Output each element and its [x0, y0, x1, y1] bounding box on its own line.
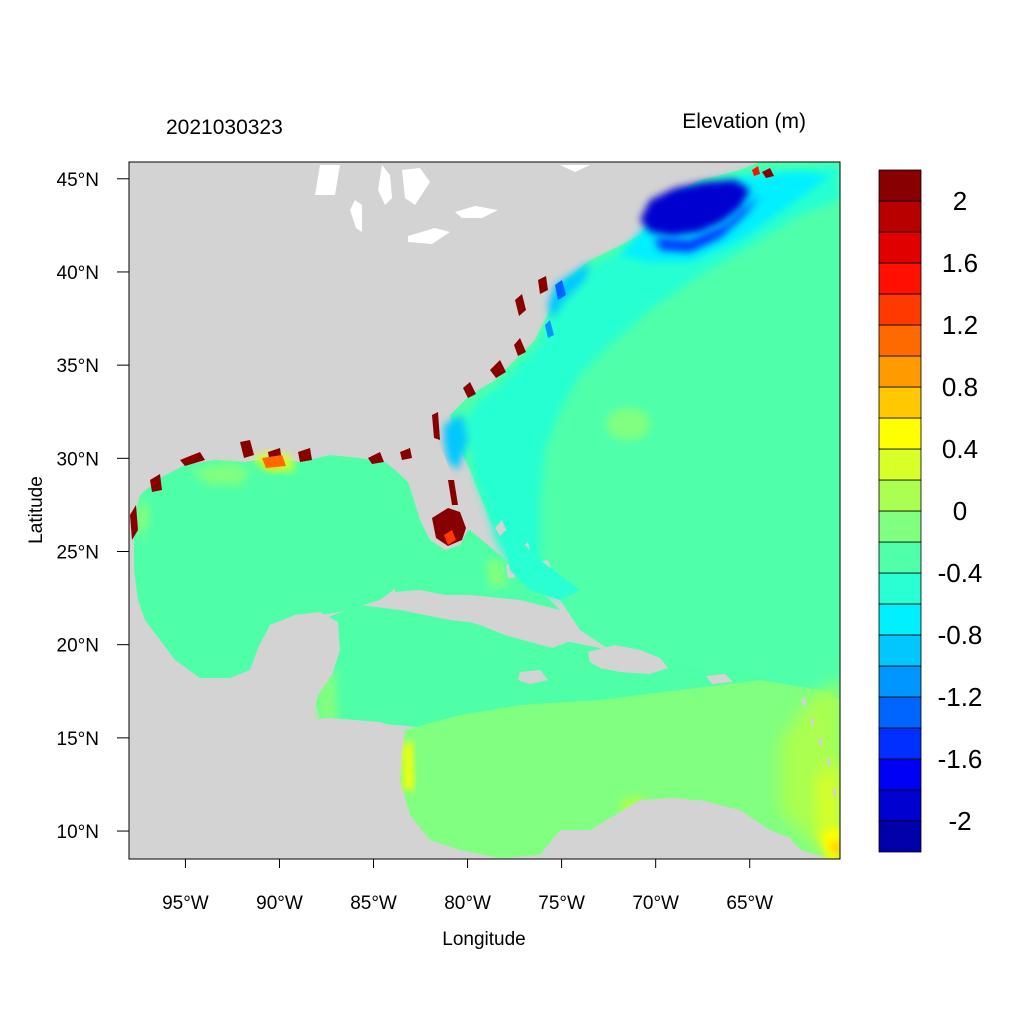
map-frame [128, 161, 841, 860]
x-tick-label: 90°W [256, 893, 303, 914]
central-america [129, 700, 429, 859]
y-tick-label: 25°N [57, 543, 99, 564]
colorbar-label: -1.2 [938, 682, 983, 712]
x-tick-label: 85°W [350, 893, 397, 914]
x-axis-ticks: 95°W 90°W 85°W 80°W 75°W 70°W 65°W [162, 859, 773, 914]
map-panel [129, 162, 840, 859]
colorbar-swatch [878, 696, 922, 729]
x-tick-label: 80°W [444, 893, 491, 914]
colorbar-label: -1.6 [938, 744, 983, 774]
colorbar-swatch [878, 355, 922, 388]
colorbar-swatch [878, 572, 922, 605]
x-tick-label: 65°W [726, 893, 773, 914]
x-tick-label: 95°W [162, 893, 209, 914]
colorbar-label: 0.4 [942, 434, 978, 464]
caribbean-south [400, 680, 840, 859]
hispaniola [588, 645, 668, 674]
colorbar-labels: -2 -1.6 -1.2 -0.8 -0.4 0 0.4 0.8 1.2 1.6 2 [938, 186, 983, 836]
gulf-of-mexico [134, 455, 440, 678]
colorbar-label: 1.2 [942, 310, 978, 340]
yucatan-peninsula [250, 612, 340, 725]
variable-title: Elevation (m) [682, 110, 806, 133]
colorbar-label: 2 [953, 186, 967, 216]
y-tick-label: 15°N [57, 729, 99, 750]
y-tick-label: 30°N [57, 449, 99, 470]
colorbar-swatch [878, 820, 922, 853]
colorbar-swatch [878, 541, 922, 574]
florida-straits [395, 530, 560, 610]
atlantic-eddy [606, 408, 650, 440]
colorbar-swatch [878, 448, 922, 481]
y-tick-label: 45°N [57, 170, 99, 191]
y-axis-label: Latitude [26, 476, 47, 544]
colorbar-swatch [878, 169, 922, 202]
y-tick-label: 35°N [57, 356, 99, 377]
colorbar-swatch [878, 479, 922, 512]
y-tick-label: 10°N [57, 822, 99, 843]
timestamp-label: 2021030323 [166, 116, 283, 139]
south-america [540, 798, 809, 859]
colorbar-swatch [878, 200, 922, 233]
gulf-of-maine-low [640, 180, 750, 236]
colorbar-swatch [878, 789, 922, 822]
colorbar-swatch [878, 758, 922, 791]
puerto-rico [706, 674, 733, 684]
jamaica [518, 670, 548, 684]
colorbar-swatch [878, 293, 922, 326]
colorbar-swatch [878, 231, 922, 264]
colorbar [878, 169, 922, 853]
colorbar-swatch [878, 727, 922, 760]
cuba [378, 590, 568, 648]
colorbar-label: 0 [953, 496, 967, 526]
great-lakes [315, 165, 590, 244]
colorbar-swatch [878, 417, 922, 450]
colorbar-swatch [878, 324, 922, 357]
x-tick-label: 70°W [632, 893, 679, 914]
x-axis-label: Longitude [442, 929, 525, 950]
colorbar-label: -0.8 [938, 620, 983, 650]
colorbar-swatch [878, 634, 922, 667]
colorbar-swatch [878, 386, 922, 419]
colorbar-swatch [878, 262, 922, 295]
y-tick-label: 20°N [57, 636, 99, 657]
colorbar-label: 1.6 [942, 248, 978, 278]
colorbar-swatch [878, 510, 922, 543]
colorbar-label: -0.4 [938, 558, 983, 588]
y-axis-ticks: 45°N 40°N 35°N 30°N 25°N 20°N 15°N 10°N [57, 170, 129, 843]
lesser-antilles [800, 698, 836, 800]
y-tick-label: 40°N [57, 263, 99, 284]
colorbar-swatch [878, 665, 922, 698]
surge-south-florida [432, 508, 466, 546]
x-tick-label: 75°W [538, 893, 585, 914]
colorbar-label: 0.8 [942, 372, 978, 402]
colorbar-label: -2 [948, 806, 971, 836]
colorbar-swatch [878, 603, 922, 636]
